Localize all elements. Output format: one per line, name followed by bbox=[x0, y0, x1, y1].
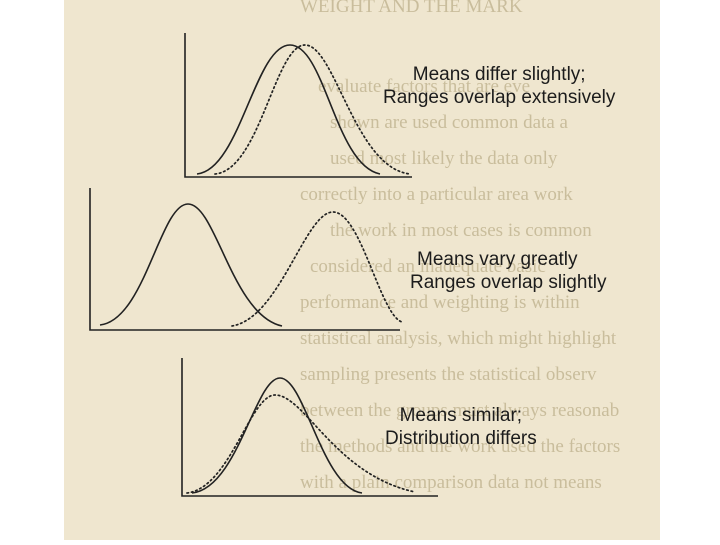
svg-text:WEIGHT AND THE MARK: WEIGHT AND THE MARK bbox=[300, 0, 523, 17]
paper-background bbox=[64, 0, 660, 540]
panel-3-caption: Means similar; Distribution differs bbox=[385, 404, 537, 450]
panel-3-solid-curve bbox=[191, 377, 363, 494]
panel-1-axes bbox=[184, 33, 412, 178]
panel-2-caption-line-2: Ranges overlap slightly bbox=[410, 272, 607, 293]
panel-2-dotted-curve bbox=[231, 211, 403, 327]
panel-3-caption-line-2: Distribution differs bbox=[385, 428, 537, 449]
panel-3-caption-line-1: Means similar; bbox=[399, 405, 523, 426]
svg-text:performance and weighting is w: performance and weighting is within bbox=[300, 292, 580, 313]
panel-1-solid-curve bbox=[196, 44, 381, 175]
svg-text:evaluate factors that are eve: evaluate factors that are eve bbox=[318, 76, 530, 97]
svg-text:statistical analysis, which mi: statistical analysis, which might highli… bbox=[300, 328, 617, 349]
svg-text:the work in most cases is comm: the work in most cases is common bbox=[330, 220, 592, 241]
panel-2-caption: Means vary greatly Ranges overlap slight… bbox=[410, 248, 606, 294]
panel-1-caption: Means differ slightly; Ranges overlap ex… bbox=[383, 63, 615, 109]
svg-text:with a plain comparison data n: with a plain comparison data not means bbox=[300, 472, 602, 493]
svg-text:correctly into a particular ar: correctly into a particular area work bbox=[300, 184, 573, 205]
panel-2 bbox=[89, 188, 403, 331]
panel-1-caption-line-2: Ranges overlap extensively bbox=[383, 87, 616, 108]
panel-3 bbox=[181, 358, 438, 497]
svg-text:between the groups must always: between the groups must always reasonab bbox=[300, 400, 619, 421]
panel-3-axes bbox=[181, 358, 438, 497]
panel-1-dotted-curve bbox=[214, 44, 411, 175]
panel-3-dotted-curve bbox=[186, 394, 416, 494]
svg-text:the methods and the work used: the methods and the work used the factor… bbox=[300, 436, 620, 457]
panel-2-caption-line-1: Means vary greatly bbox=[417, 249, 578, 270]
panel-1 bbox=[184, 33, 412, 178]
panel-2-solid-curve bbox=[99, 203, 283, 327]
panel-1-caption-line-1: Means differ slightly; bbox=[412, 64, 586, 85]
svg-text:shown are used common data a: shown are used common data a bbox=[330, 112, 569, 133]
svg-text:sampling presents the statisti: sampling presents the statistical observ bbox=[300, 364, 597, 385]
panel-2-axes bbox=[89, 188, 400, 331]
